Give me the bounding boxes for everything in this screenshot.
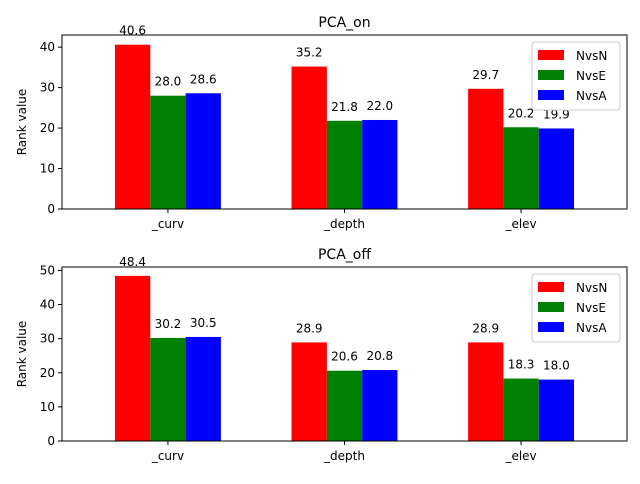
data-label: 19.9	[543, 107, 570, 121]
data-label: 20.2	[508, 106, 535, 120]
y-tick-label: 20	[40, 366, 55, 380]
y-tick-label: 40	[40, 40, 55, 54]
y-axis-label: Rank value	[15, 321, 29, 388]
bar-NvsN-_depth	[291, 342, 327, 441]
data-label: 29.7	[472, 68, 499, 82]
legend-swatch	[538, 302, 564, 312]
x-tick-label: _depth	[323, 449, 365, 463]
data-label: 30.2	[155, 317, 182, 331]
bar-NvsN-_curv	[114, 275, 151, 441]
y-axis-label: Rank value	[15, 89, 29, 156]
legend-swatch	[538, 282, 564, 292]
data-label: 40.6	[119, 24, 146, 38]
bar-NvsE-_curv	[150, 95, 186, 209]
y-tick-label: 30	[40, 332, 55, 346]
legend-swatch	[538, 90, 564, 100]
data-label: 22.0	[366, 99, 393, 113]
x-tick-label: _depth	[323, 217, 365, 231]
data-label: 18.0	[543, 359, 570, 373]
y-tick-label: 10	[40, 400, 55, 414]
chart-title: PCA_off	[318, 247, 371, 263]
y-tick-label: 40	[40, 298, 55, 312]
bar-NvsE-_curv	[150, 337, 186, 441]
data-label: 48.4	[119, 255, 146, 269]
x-tick-label: _elev	[504, 217, 536, 231]
chart-title: PCA_on	[318, 15, 370, 31]
legend-swatch	[538, 50, 564, 60]
legend-entry: NvsA	[576, 321, 607, 335]
chart-1: PCA_off 48.4 28.9 28.9 30.2 20.6 18.3 30.5 20.8 1…	[15, 247, 628, 463]
legend-swatch	[538, 70, 564, 80]
data-label: 28.6	[190, 72, 217, 86]
bar-NvsN-_elev	[468, 342, 504, 441]
bar-NvsA-_curv	[185, 93, 221, 209]
legend-entry: NvsE	[576, 301, 606, 315]
y-tick-label: 0	[47, 202, 55, 216]
bar-NvsA-_curv	[185, 336, 221, 441]
chart-0: PCA_on 40.6 35.2 29.7 28.0 21.8 20.2 28.6 22.0 19…	[15, 15, 628, 231]
y-tick-label: 10	[40, 162, 55, 176]
data-label: 28.9	[296, 321, 323, 335]
y-tick-label: 50	[40, 263, 55, 277]
data-label: 20.8	[366, 349, 393, 363]
bar-NvsE-_depth	[326, 370, 363, 441]
bar-NvsE-_elev	[503, 378, 539, 441]
y-tick-label: 20	[40, 121, 55, 135]
legend-swatch	[538, 322, 564, 332]
x-tick-label: _curv	[151, 449, 184, 463]
legend: NvsN NvsE NvsA	[531, 273, 621, 343]
data-label: 30.5	[190, 316, 217, 330]
data-label: 28.9	[472, 321, 499, 335]
bar-NvsA-_elev	[538, 128, 575, 209]
bar-NvsN-_curv	[114, 44, 151, 210]
y-tick-label: 0	[47, 434, 55, 448]
x-tick-label: _elev	[504, 449, 536, 463]
data-label: 21.8	[331, 100, 358, 114]
bar-NvsE-_elev	[503, 127, 539, 209]
legend-entry: NvsE	[576, 69, 606, 83]
bar-NvsA-_depth	[362, 119, 398, 209]
legend-entry: NvsA	[576, 89, 607, 103]
legend-entry: NvsN	[576, 281, 607, 295]
bar-NvsA-_depth	[362, 370, 398, 441]
legend: NvsN NvsE NvsA	[531, 41, 621, 111]
y-tick-label: 30	[40, 81, 55, 95]
bar-NvsN-_elev	[468, 88, 504, 209]
bar-NvsA-_elev	[538, 379, 575, 441]
data-label: 18.3	[508, 358, 535, 372]
x-tick-label: _curv	[151, 217, 184, 231]
legend-entry: NvsN	[576, 49, 607, 63]
data-label: 28.0	[155, 75, 182, 89]
bar-NvsE-_depth	[326, 120, 363, 209]
data-label: 35.2	[296, 46, 323, 60]
bar-NvsN-_depth	[291, 66, 327, 209]
data-label: 20.6	[331, 350, 358, 364]
